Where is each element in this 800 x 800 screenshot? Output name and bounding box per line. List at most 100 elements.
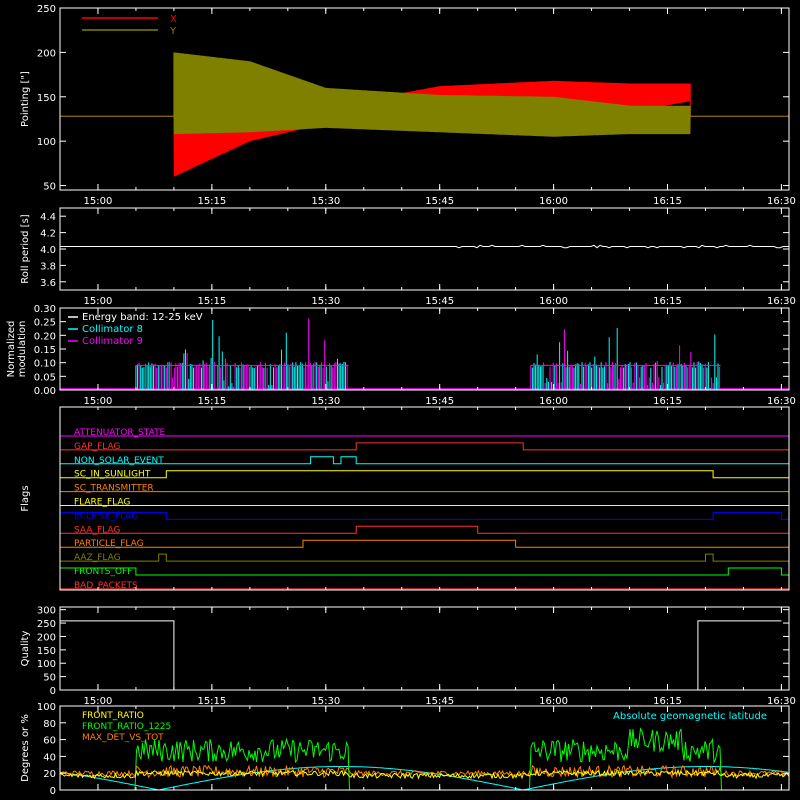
flag-row-flare-flag: FLARE_FLAG — [60, 498, 789, 508]
x-tick-label: 15:00 — [84, 696, 113, 707]
pointing-series-group — [60, 52, 789, 177]
y-tick-label: 250 — [37, 619, 56, 630]
x-tick-label: 15:30 — [311, 296, 340, 307]
y-axis-label: Quality — [20, 631, 31, 667]
flag-label: NON_SOLAR_EVENT — [74, 456, 164, 466]
flag-trace — [60, 456, 789, 465]
x-tick-label: 15:30 — [311, 196, 340, 207]
x-tick-label: 15:30 — [311, 696, 340, 707]
flag-label: FLARE_FLAG — [74, 498, 130, 508]
annotation-label: Absolute geomagnetic latitude — [613, 711, 767, 722]
series-line-y — [60, 52, 789, 137]
x-tick-label: 16:00 — [539, 396, 568, 407]
flag-label: GAP_FLAG — [74, 442, 120, 452]
x-tick-label: 16:00 — [539, 696, 568, 707]
y-tick-label: 4.2 — [40, 229, 56, 240]
panel-frame-2 — [59, 207, 790, 291]
y-tick-label: 50 — [43, 673, 56, 684]
x-tick-label: 15:45 — [425, 196, 454, 207]
x-tick-label: 15:15 — [197, 196, 226, 207]
x-tick-label: 15:15 — [197, 396, 226, 407]
y-tick-label: 60 — [43, 736, 56, 747]
y-tick-label: 0 — [50, 686, 56, 697]
y-axis-label: Roll period [s] — [20, 214, 31, 283]
roll-period-line — [59, 244, 789, 249]
panel-frame-1 — [59, 7, 790, 191]
x-tick-label: 15:00 — [84, 196, 113, 207]
y-tick-label: 3.6 — [40, 278, 56, 289]
flag-label: ECLIPSE_FLAG — [74, 511, 138, 521]
y-tick-label: 250 — [37, 4, 56, 15]
flag-row-saa-flag: SAA_FLAG — [60, 525, 789, 535]
flag-trace — [59, 567, 789, 576]
x-tick-label: 16:15 — [653, 696, 682, 707]
panel-frame-6 — [59, 705, 790, 791]
ratio-series-group — [59, 727, 790, 791]
flag-row-eclipse-flag: ECLIPSE_FLAG — [59, 511, 789, 521]
flag-row-fronts-off: FRONTS_OFF — [59, 567, 789, 577]
flag-label: BAD_PACKETS — [74, 581, 138, 591]
x-tick-label: 15:15 — [197, 696, 226, 707]
y-tick-label: 3.8 — [40, 261, 56, 272]
x-tick-label: 16:30 — [767, 196, 796, 207]
flag-label: AAZ_FLAG — [74, 553, 121, 563]
x-tick-label: 15:45 — [425, 696, 454, 707]
flag-row-sc-transmitter: SC_TRANSMITTER — [60, 484, 789, 494]
flag-row-non-solar-event: NON_SOLAR_EVENT — [60, 456, 789, 466]
x-tick-label: 16:30 — [767, 296, 796, 307]
x-tick-label: 16:00 — [539, 196, 568, 207]
flag-label: SC_TRANSMITTER — [74, 484, 154, 494]
flag-row-bad-packets: BAD_PACKETS — [60, 581, 789, 591]
flag-trace — [59, 511, 789, 520]
y-tick-label: 150 — [37, 646, 56, 657]
flag-label: SC_IN_SUNLIGHT — [74, 470, 151, 480]
legend-label: Y — [169, 26, 177, 37]
legend-label: Collimator 8 — [82, 324, 143, 335]
legend-label: FRONT_RATIO — [82, 711, 144, 721]
legend-label: X — [170, 14, 177, 25]
x-tick-label: 15:00 — [84, 296, 113, 307]
max-det-line — [59, 764, 789, 779]
x-tick-label: 15:00 — [84, 396, 113, 407]
front-ratio-1225-line — [60, 727, 789, 791]
flag-trace — [60, 539, 789, 548]
y-tick-label: 40 — [43, 752, 56, 763]
y-tick-label: 150 — [37, 93, 56, 104]
y-tick-label: 300 — [37, 606, 56, 617]
y-tick-label: 100 — [37, 702, 56, 713]
x-tick-label: 15:45 — [425, 296, 454, 307]
legend-label: MAX_DET_VS_TOT — [82, 733, 164, 743]
y-tick-label: 0.10 — [34, 359, 56, 370]
x-tick-label: 15:15 — [197, 296, 226, 307]
flag-label: FRONTS_OFF — [74, 567, 132, 577]
y-tick-label: 0.15 — [34, 345, 56, 356]
front-ratio-line — [60, 769, 790, 780]
y-tick-label: 50 — [43, 182, 56, 193]
flag-row-sc-in-sunlight: SC_IN_SUNLIGHT — [60, 470, 789, 480]
y-tick-label: 4.4 — [40, 212, 56, 223]
y-tick-label: 100 — [37, 137, 56, 148]
y-axis-label: Flags — [20, 485, 31, 511]
y-tick-label: 0.25 — [34, 318, 56, 329]
y-tick-label: 80 — [43, 719, 56, 730]
flag-label: SAA_FLAG — [74, 525, 120, 535]
flag-trace — [60, 470, 789, 479]
x-tick-label: 16:30 — [767, 696, 796, 707]
x-tick-label: 15:45 — [425, 396, 454, 407]
y-tick-label: 0.20 — [34, 331, 56, 342]
y-tick-label: 200 — [37, 632, 56, 643]
y-tick-label: 20 — [43, 769, 56, 780]
flag-row-attenuator-state: ATTENUATOR_STATE — [60, 428, 789, 438]
flag-trace — [60, 553, 789, 562]
x-tick-label: 16:15 — [653, 396, 682, 407]
y-tick-label: 200 — [37, 48, 56, 59]
y-axis-label: Degrees or % — [20, 714, 31, 782]
flag-label: ATTENUATOR_STATE — [74, 428, 166, 438]
flag-trace — [60, 442, 789, 451]
x-tick-label: 16:15 — [653, 296, 682, 307]
flag-label: PARTICLE_FLAG — [74, 539, 144, 549]
y-tick-label: 0.00 — [34, 386, 56, 397]
y-axis-label: Pointing ["] — [20, 71, 31, 127]
y-tick-label: 100 — [37, 659, 56, 670]
